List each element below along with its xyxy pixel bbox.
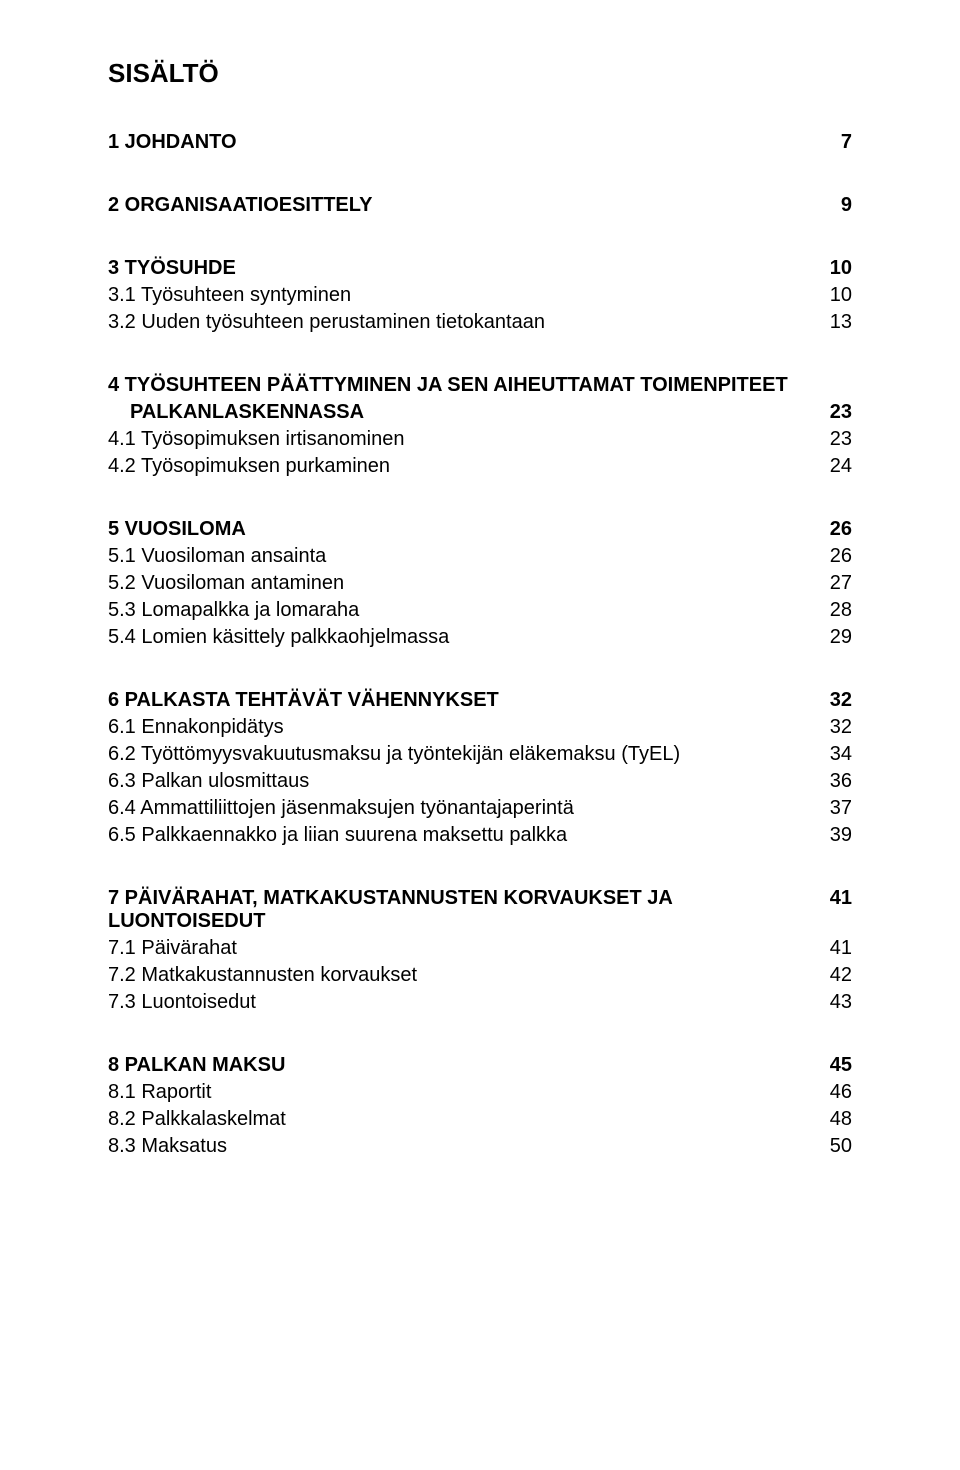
toc-subitem-label: 6.3 Palkan ulosmittaus <box>108 770 810 793</box>
toc-subitem-label: 6.1 Ennakonpidätys <box>108 716 810 739</box>
toc-subitem: 5.3 Lomapalkka ja lomaraha 28 <box>108 599 852 622</box>
toc-subitem: 5.2 Vuosiloman antaminen 27 <box>108 572 852 595</box>
toc-section: 5 VUOSILOMA 26 <box>108 518 852 541</box>
toc-subitem-page: 34 <box>810 743 852 766</box>
toc-subitem-label: 5.4 Lomien käsittely palkkaohjelmassa <box>108 626 810 649</box>
toc-subitem: 5.1 Vuosiloman ansainta 26 <box>108 545 852 568</box>
toc-section-page: 26 <box>810 518 852 541</box>
toc-subitem: 6.1 Ennakonpidätys 32 <box>108 716 852 739</box>
toc-subitem-label: 4.1 Työsopimuksen irtisanominen <box>108 428 810 451</box>
toc-subitem: 7.2 Matkakustannusten korvaukset 42 <box>108 964 852 987</box>
toc-section: 7 PÄIVÄRAHAT, MATKAKUSTANNUSTEN KORVAUKS… <box>108 887 852 933</box>
toc-section-page: 45 <box>810 1054 852 1077</box>
toc-subitem-page: 13 <box>810 311 852 334</box>
toc-subitem-label: 5.2 Vuosiloman antaminen <box>108 572 810 595</box>
toc-subitem: 6.4 Ammattiliittojen jäsenmaksujen työna… <box>108 797 852 820</box>
toc-section: 2 ORGANISAATIOESITTELY 9 <box>108 194 852 217</box>
toc-subitem-page: 36 <box>810 770 852 793</box>
toc-subitem-label: 4.2 Työsopimuksen purkaminen <box>108 455 810 478</box>
toc-section-label: 5 VUOSILOMA <box>108 518 810 541</box>
toc-section-label: 8 PALKAN MAKSU <box>108 1054 810 1077</box>
toc-subitem-page: 28 <box>810 599 852 622</box>
toc-subitem-page: 48 <box>810 1108 852 1131</box>
toc-subitem-label: 8.3 Maksatus <box>108 1135 810 1158</box>
toc-subitem: 3.2 Uuden työsuhteen perustaminen tietok… <box>108 311 852 334</box>
toc-subitem-page: 37 <box>810 797 852 820</box>
toc-section: 1 JOHDANTO 7 <box>108 131 852 154</box>
toc-subitem-label: 3.2 Uuden työsuhteen perustaminen tietok… <box>108 311 810 334</box>
toc-section-page: 9 <box>821 194 852 217</box>
toc-subitem: 8.3 Maksatus 50 <box>108 1135 852 1158</box>
toc-subitem-page: 42 <box>810 964 852 987</box>
toc-section-label: 2 ORGANISAATIOESITTELY <box>108 194 821 217</box>
toc-subitem-label: 7.3 Luontoisedut <box>108 991 810 1014</box>
toc-subitem-page: 26 <box>810 545 852 568</box>
toc-subitem: 8.2 Palkkalaskelmat 48 <box>108 1108 852 1131</box>
toc-subitem: 6.3 Palkan ulosmittaus 36 <box>108 770 852 793</box>
toc-subitem-label: 8.1 Raportit <box>108 1081 810 1104</box>
toc-subitem: 4.1 Työsopimuksen irtisanominen 23 <box>108 428 852 451</box>
toc-subitem: 7.1 Päivärahat 41 <box>108 937 852 960</box>
toc-section-label: 3 TYÖSUHDE <box>108 257 810 280</box>
toc-section-page: 23 <box>810 401 852 424</box>
toc-section: 8 PALKAN MAKSU 45 <box>108 1054 852 1077</box>
toc-subitem-label: 6.5 Palkkaennakko ja liian suurena makse… <box>108 824 810 847</box>
toc-subitem-label: 5.3 Lomapalkka ja lomaraha <box>108 599 810 622</box>
toc-subitem-label: 7.2 Matkakustannusten korvaukset <box>108 964 810 987</box>
toc-subitem-label: 3.1 Työsuhteen syntyminen <box>108 284 810 307</box>
toc-section-page: 41 <box>810 887 852 933</box>
toc-subitem: 5.4 Lomien käsittely palkkaohjelmassa 29 <box>108 626 852 649</box>
toc-section-label: PALKANLASKENNASSA <box>130 401 810 424</box>
toc-subitem: 4.2 Työsopimuksen purkaminen 24 <box>108 455 852 478</box>
toc-subitem-page: 29 <box>810 626 852 649</box>
toc-subitem-page: 41 <box>810 937 852 960</box>
toc-subitem: 6.5 Palkkaennakko ja liian suurena makse… <box>108 824 852 847</box>
toc-section: 3 TYÖSUHDE 10 <box>108 257 852 280</box>
toc-subitem-label: 8.2 Palkkalaskelmat <box>108 1108 810 1131</box>
toc-subitem-page: 39 <box>810 824 852 847</box>
toc-subitem: 3.1 Työsuhteen syntyminen 10 <box>108 284 852 307</box>
toc-subitem-page: 10 <box>810 284 852 307</box>
toc-subitem-page: 32 <box>810 716 852 739</box>
page-title: SISÄLTÖ <box>108 58 852 89</box>
toc-subitem-label: 5.1 Vuosiloman ansainta <box>108 545 810 568</box>
toc-section-continuation: PALKANLASKENNASSA 23 <box>108 401 852 424</box>
toc-subitem-label: 6.2 Työttömyysvakuutusmaksu ja työntekij… <box>108 743 810 766</box>
toc-subitem: 8.1 Raportit 46 <box>108 1081 852 1104</box>
toc-section-label: 1 JOHDANTO <box>108 131 821 154</box>
toc-section-page: 32 <box>810 689 852 712</box>
toc-section: 4 TYÖSUHTEEN PÄÄTTYMINEN JA SEN AIHEUTTA… <box>108 374 852 397</box>
toc-subitem: 7.3 Luontoisedut 43 <box>108 991 852 1014</box>
toc-section-page: 7 <box>821 131 852 154</box>
toc-section: 6 PALKASTA TEHTÄVÄT VÄHENNYKSET 32 <box>108 689 852 712</box>
toc-section-page: 10 <box>810 257 852 280</box>
toc-subitem-page: 27 <box>810 572 852 595</box>
toc-subitem-page: 43 <box>810 991 852 1014</box>
toc-section-label: 6 PALKASTA TEHTÄVÄT VÄHENNYKSET <box>108 689 810 712</box>
toc-subitem-label: 7.1 Päivärahat <box>108 937 810 960</box>
toc-section-label: 7 PÄIVÄRAHAT, MATKAKUSTANNUSTEN KORVAUKS… <box>108 887 810 933</box>
toc-subitem-label: 6.4 Ammattiliittojen jäsenmaksujen työna… <box>108 797 810 820</box>
toc-subitem-page: 50 <box>810 1135 852 1158</box>
toc-subitem-page: 24 <box>810 455 852 478</box>
toc-subitem-page: 23 <box>810 428 852 451</box>
toc-section-label: 4 TYÖSUHTEEN PÄÄTTYMINEN JA SEN AIHEUTTA… <box>108 374 852 397</box>
toc-subitem-page: 46 <box>810 1081 852 1104</box>
toc-subitem: 6.2 Työttömyysvakuutusmaksu ja työntekij… <box>108 743 852 766</box>
